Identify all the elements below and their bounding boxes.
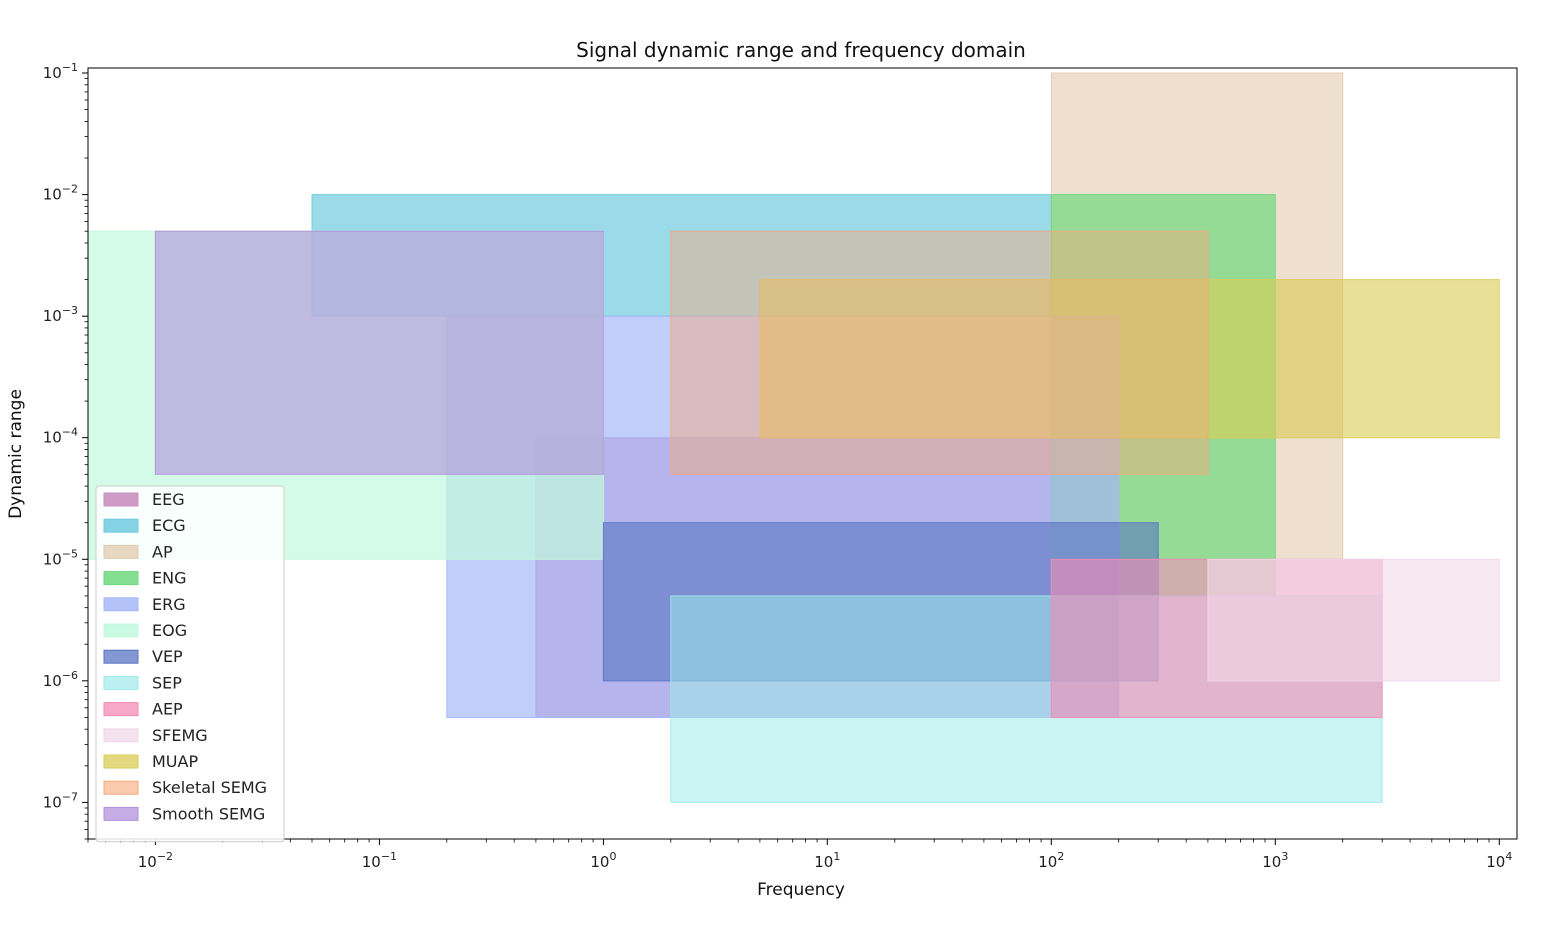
x-tick-base: 10 (1486, 853, 1505, 871)
y-tick-label: 10−1 (43, 61, 78, 82)
x-tick-exponent: 1 (833, 850, 840, 863)
legend-label: EOG (152, 621, 187, 640)
x-tick-label: 101 (814, 850, 840, 871)
x-tick-label: 100 (590, 850, 616, 871)
y-tick-base: 10 (43, 793, 62, 811)
legend-label: SEP (152, 673, 182, 692)
plot-frame (87, 67, 1518, 840)
x-tick-exponent: −2 (157, 850, 173, 863)
area-sfemg (1207, 558, 1500, 682)
x-tick-label: 10−1 (362, 850, 397, 871)
legend-swatch (103, 675, 139, 690)
legend-box (95, 485, 285, 843)
chart-title: Signal dynamic range and frequency domai… (576, 38, 1026, 62)
area-muap (759, 279, 1500, 439)
y-axis-label: Dynamic range (6, 389, 26, 519)
legend-label: SFEMG (152, 726, 208, 745)
x-tick-base: 10 (590, 853, 609, 871)
x-tick-label: 10−2 (138, 850, 173, 871)
legend-label: ERG (152, 595, 186, 614)
x-tick-base: 10 (1038, 853, 1057, 871)
y-tick-exponent: −1 (62, 61, 78, 74)
legend-label: EEG (152, 490, 185, 509)
x-axis-label: Frequency (757, 880, 845, 900)
legend-swatch (103, 623, 139, 638)
y-tick-base: 10 (43, 186, 62, 204)
x-tick-exponent: −1 (381, 850, 397, 863)
x-tick-base: 10 (814, 853, 833, 871)
y-tick-exponent: −2 (62, 183, 78, 196)
legend-label: AEP (152, 700, 183, 719)
x-tick-exponent: 0 (609, 850, 616, 863)
legend-label: ENG (152, 569, 186, 588)
y-tick-exponent: −6 (62, 669, 78, 682)
legend-swatch (103, 492, 139, 507)
legend: EEG ECG AP ENG ERG EOG VEP SEP AEP SFEMG MUAP Skele… (95, 485, 285, 843)
y-tick-base: 10 (43, 672, 62, 690)
y-tick-exponent: −4 (62, 426, 78, 439)
y-tick-label: 10−2 (43, 183, 78, 204)
y-tick-base: 10 (43, 307, 62, 325)
y-tick-label: 10−4 (43, 426, 78, 447)
legend-label: Skeletal SEMG (152, 778, 267, 797)
legend-swatch (103, 780, 139, 795)
y-tick-label: 10−7 (43, 790, 78, 811)
x-tick-label: 103 (1262, 850, 1288, 871)
legend-swatch (103, 702, 139, 717)
y-tick-exponent: −7 (62, 790, 78, 803)
x-tick-exponent: 4 (1505, 850, 1512, 863)
area-skeletal-semg (670, 230, 1209, 475)
legend-swatch (103, 518, 139, 533)
x-tick-label: 104 (1486, 850, 1512, 871)
legend-swatch (103, 649, 139, 664)
y-tick-label: 10−5 (43, 547, 78, 568)
y-tick-base: 10 (43, 64, 62, 82)
x-tick-exponent: 2 (1057, 850, 1064, 863)
legend-swatch (103, 806, 139, 821)
x-tick-base: 10 (362, 853, 381, 871)
area-smooth-semg (154, 230, 604, 475)
y-tick-exponent: −3 (62, 304, 78, 317)
legend-swatch (103, 754, 139, 769)
legend-label: AP (152, 542, 173, 561)
legend-label: Smooth SEMG (152, 804, 265, 823)
legend-label: MUAP (152, 752, 198, 771)
y-tick-base: 10 (43, 550, 62, 568)
legend-swatch (103, 544, 139, 559)
plot-areas (87, 72, 1500, 803)
legend-label: VEP (152, 647, 183, 666)
legend-swatch (103, 597, 139, 612)
y-tick-exponent: −5 (62, 547, 78, 560)
legend-swatch (103, 571, 139, 586)
x-axis: 10−2 10−1 100 101 102 103 104 (87, 839, 1512, 871)
legend-label: ECG (152, 516, 186, 535)
y-axis: 10−710−610−510−410−310−210−1 (43, 61, 88, 840)
y-tick-label: 10−6 (43, 669, 78, 690)
x-tick-label: 102 (1038, 850, 1064, 871)
x-tick-base: 10 (138, 853, 157, 871)
x-tick-exponent: 3 (1281, 850, 1288, 863)
legend-swatch (103, 728, 139, 743)
y-tick-base: 10 (43, 429, 62, 447)
x-tick-base: 10 (1262, 853, 1281, 871)
y-tick-label: 10−3 (43, 304, 78, 325)
